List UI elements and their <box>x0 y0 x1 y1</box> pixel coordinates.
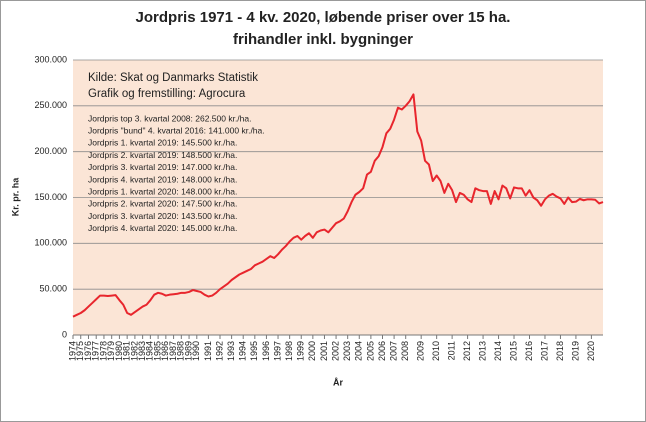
x-tick-label: 1978 <box>98 341 108 361</box>
y-tick-label: 200.000 <box>34 146 67 156</box>
x-tick-label: 2010 <box>431 341 441 361</box>
x-tick-label: 1997 <box>272 341 282 361</box>
x-tick-label: 2004 <box>354 341 364 361</box>
y-tick-label: 0 <box>62 329 67 339</box>
note: Jordpris 1. kvartal 2019: 145.500 kr./ha… <box>88 138 237 148</box>
x-tick-label: 2001 <box>319 341 329 361</box>
note: Jordpris 2. kvartal 2020: 147.500 kr./ha… <box>88 199 237 209</box>
y-axis-label: Kr. pr. ha <box>10 177 20 217</box>
x-tick-label: 1981 <box>122 341 132 361</box>
note: Jordpris 4. kvartal 2019: 148.000 kr./ha… <box>88 174 237 184</box>
x-tick-label: 1974 <box>67 341 77 361</box>
x-tick-label: 1989 <box>183 341 193 361</box>
x-tick-label: 2011 <box>446 341 456 360</box>
x-tick-label: 1984 <box>145 341 155 361</box>
x-tick-label: 1998 <box>284 341 294 361</box>
x-tick-label: 2016 <box>524 341 534 361</box>
x-tick-label: 2012 <box>462 341 472 361</box>
x-tick-label: 2000 <box>307 341 317 361</box>
x-tick-label: 2019 <box>570 341 580 361</box>
x-tick-label: 1995 <box>249 341 259 361</box>
y-tick-label: 250.000 <box>34 100 67 110</box>
x-tick-label: 2013 <box>477 341 487 361</box>
note: Jordpris 3. kvartal 2019: 147.000 kr./ha… <box>88 162 237 172</box>
x-tick-label: 2008 <box>400 341 410 361</box>
y-tick-label: 100.000 <box>34 238 67 248</box>
y-tick-label: 50.000 <box>39 284 67 294</box>
x-tick-label: 1988 <box>176 341 186 361</box>
x-tick-label: 1976 <box>83 341 93 361</box>
annotation: Kilde: Skat og Danmarks Statistik <box>88 72 258 84</box>
x-tick-label: 1999 <box>296 341 306 361</box>
x-tick-label: 1987 <box>168 341 178 361</box>
x-tick-label: 2017 <box>539 341 549 361</box>
x-tick-label: 1992 <box>214 341 224 361</box>
note: Jordpris 2. kvartal 2019: 148.500 kr./ha… <box>88 150 237 160</box>
x-tick-label: 1991 <box>203 341 213 361</box>
chart-title: Jordpris 1971 - 4 kv. 2020, løbende pris… <box>136 9 511 26</box>
x-tick-label: 1980 <box>114 341 124 361</box>
x-tick-label: 2018 <box>555 341 565 361</box>
note: Jordpris "bund" 4. kvartal 2016: 141.000… <box>88 125 265 135</box>
x-tick-label: 2005 <box>365 341 375 361</box>
x-tick-label: 1993 <box>226 341 236 361</box>
y-tick-label: 300.000 <box>34 54 67 64</box>
x-tick-label: 1996 <box>261 341 271 361</box>
x-tick-label: 1975 <box>75 341 85 361</box>
x-tick-label: 2009 <box>416 341 426 361</box>
x-tick-label: 1986 <box>160 341 170 361</box>
line <box>72 93 604 318</box>
x-tick-label: 1990 <box>191 341 201 361</box>
chart-subtitle: frihandler inkl. bygninger <box>233 31 413 48</box>
note: Jordpris 3. kvartal 2020: 143.500 kr./ha… <box>88 211 237 221</box>
x-tick-label: 2002 <box>330 341 340 361</box>
x-tick-label: 2020 <box>586 341 596 361</box>
note: Jordpris 1. kvartal 2020: 148.000 kr./ha… <box>88 186 237 196</box>
x-axis-label: År <box>333 377 343 387</box>
x-tick-label: 1977 <box>91 341 101 361</box>
x-tick-label: 1982 <box>129 341 139 361</box>
x-tick-label: 1985 <box>152 341 162 361</box>
x-tick-label: 1979 <box>106 341 116 361</box>
x-tick-label: 2007 <box>388 341 398 361</box>
x-tick-label: 1983 <box>137 341 147 361</box>
x-tick-label: 2003 <box>342 341 352 361</box>
x-tick-label: 1994 <box>238 341 248 361</box>
note: Jordpris 4. kvartal 2020: 145.000 kr./ha… <box>88 223 237 233</box>
annotation: Grafik og fremstilling: Agrocura <box>88 88 246 100</box>
x-tick-label: 2015 <box>508 341 518 361</box>
note: Jordpris top 3. kvartal 2008: 262.500 kr… <box>88 113 252 123</box>
x-tick-label: 2006 <box>377 341 387 361</box>
x-tick-label: 2014 <box>493 341 503 361</box>
y-tick-label: 150.000 <box>34 192 67 202</box>
